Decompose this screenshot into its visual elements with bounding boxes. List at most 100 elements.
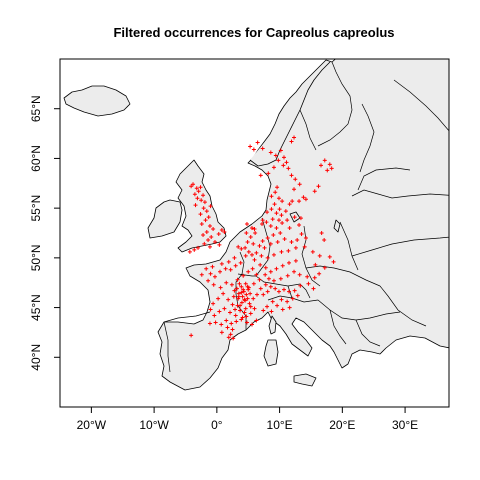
occurrence-point: [286, 166, 291, 171]
occurrence-point: [310, 249, 315, 254]
occurrence-point: [264, 220, 269, 225]
occurrence-point: [217, 269, 222, 274]
occurrence-point: [312, 275, 317, 280]
occurrence-point: [239, 284, 244, 289]
occurrence-point: [287, 289, 292, 294]
occurrence-point: [211, 227, 216, 232]
occurrence-point: [280, 307, 285, 312]
occurrence-point: [244, 292, 249, 297]
occurrence-point: [248, 304, 253, 309]
occurrence-points: [187, 135, 336, 341]
plot-frame: [59, 58, 450, 408]
occurrence-point: [219, 261, 224, 266]
y-tick-label: 50°N: [29, 244, 43, 271]
occurrence-point: [228, 310, 233, 315]
occurrence-point: [240, 294, 245, 299]
occurrence-point: [258, 286, 263, 291]
occurrence-point: [198, 185, 203, 190]
occurrence-point: [289, 239, 294, 244]
occurrence-point: [196, 189, 201, 194]
occurrence-point: [242, 297, 247, 302]
occurrence-point: [248, 291, 253, 296]
occurrence-point: [262, 245, 267, 250]
occurrence-point: [229, 282, 234, 287]
y-tick-label: 40°N: [29, 344, 43, 371]
x-tick-label: 20°W: [77, 418, 107, 432]
occurrence-point: [232, 288, 237, 293]
occurrence-point: [235, 303, 240, 308]
occurrence-point: [322, 237, 327, 242]
occurrence-point: [277, 207, 282, 212]
occurrence-point: [230, 327, 235, 332]
occurrence-point: [278, 231, 283, 235]
occurrence-point: [287, 305, 292, 310]
occurrence-point: [191, 182, 196, 187]
occurrence-point: [287, 202, 292, 207]
y-tick-label: 45°N: [29, 294, 43, 321]
occurrence-point: [260, 238, 265, 243]
occurrence-point: [207, 224, 212, 229]
occurrence-point: [263, 272, 268, 277]
occurrence-point: [230, 302, 235, 307]
land-ireland: [147, 199, 183, 239]
occurrence-point: [265, 255, 270, 260]
occurrence-point: [203, 218, 208, 223]
occurrence-point: [273, 286, 278, 291]
occurrence-point: [251, 281, 256, 286]
occurrence-point: [196, 245, 201, 250]
occurrence-point: [222, 230, 227, 235]
occurrence-point: [281, 287, 286, 292]
occurrence-point: [283, 209, 288, 214]
occurrence-point: [258, 173, 263, 178]
occurrence-point: [268, 269, 273, 274]
occurrence-point: [245, 239, 250, 244]
occurrence-point: [268, 284, 273, 289]
occurrence-point: [198, 212, 203, 217]
occurrence-point: [259, 253, 264, 258]
occurrence-point: [239, 246, 244, 251]
occurrence-point: [228, 332, 233, 337]
occurrence-point: [236, 296, 241, 301]
occurrence-point: [274, 266, 279, 271]
occurrence-point: [270, 217, 275, 222]
occurrence-point: [211, 282, 216, 287]
occurrence-point: [281, 163, 286, 168]
occurrence-point: [272, 202, 277, 207]
occurrence-point: [251, 296, 256, 301]
occurrence-point: [248, 144, 253, 149]
occurrence-point: [260, 218, 265, 223]
occurrence-point: [202, 200, 207, 205]
occurrence-point: [298, 283, 303, 288]
occurrence-point: [278, 276, 283, 281]
occurrence-point: [224, 318, 229, 323]
occurrence-point: [245, 296, 250, 301]
occurrence-point: [255, 292, 260, 297]
occurrence-point: [316, 184, 321, 189]
occurrence-point: [279, 249, 284, 254]
occurrence-point: [276, 289, 281, 294]
occurrence-point: [233, 313, 238, 318]
occurrence-point: [233, 307, 238, 312]
occurrence-point: [241, 289, 246, 294]
occurrence-point: [231, 294, 236, 299]
occurrence-point: [297, 199, 302, 204]
occurrence-point: [303, 197, 308, 202]
occurrence-point: [317, 271, 322, 276]
occurrence-point: [234, 286, 239, 291]
occurrence-point: [202, 241, 207, 246]
occurrence-point: [236, 244, 241, 249]
occurrence-point: [301, 195, 306, 200]
occurrence-point: [248, 234, 253, 239]
occurrence-point: [212, 239, 217, 244]
occurrence-point: [252, 227, 257, 232]
x-tick-label: 0°: [211, 418, 223, 432]
occurrence-point: [201, 193, 206, 198]
occurrence-point: [257, 277, 262, 282]
occurrence-point: [260, 146, 265, 151]
occurrence-point: [287, 260, 292, 265]
x-axis: 20°W 10°W 0° 10°E 20°E 30°E: [77, 407, 418, 432]
occurrence-point: [194, 186, 199, 191]
y-axis: 40°N 45°N 50°N 55°N 60°N 65°N: [29, 95, 60, 371]
country-borders: [163, 61, 449, 373]
